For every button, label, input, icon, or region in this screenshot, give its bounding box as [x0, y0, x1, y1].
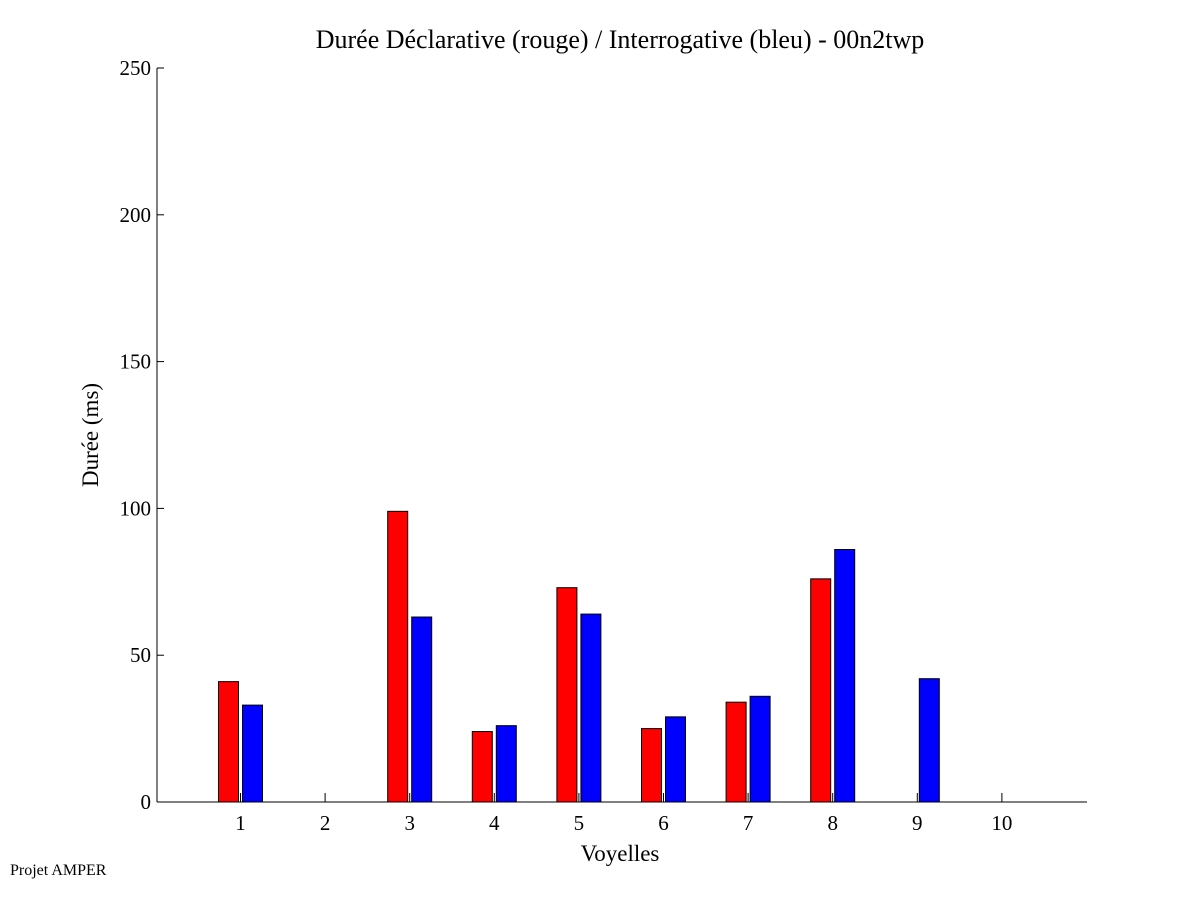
x-tick-label: 7 — [743, 811, 754, 835]
bar-declarative-7 — [725, 701, 747, 803]
bar-declarative-8 — [810, 578, 832, 803]
y-ticks: 0 50 100 150 200 250 — [120, 56, 164, 814]
bar-declarative-4 — [471, 731, 493, 803]
y-tick-label: 50 — [130, 643, 151, 667]
y-tick-label: 100 — [120, 496, 152, 520]
bar-interrogative-8 — [834, 549, 856, 803]
axes-layer — [156, 68, 1087, 803]
bar-declarative-1 — [218, 681, 239, 803]
x-tick-label: 9 — [912, 811, 923, 835]
bar-interrogative-7 — [749, 695, 771, 803]
bar-interrogative-9 — [918, 678, 940, 803]
bars-layer — [218, 510, 940, 803]
bar-declarative-3 — [387, 510, 409, 803]
bar-interrogative-1 — [242, 704, 263, 803]
y-tick-label: 150 — [120, 350, 152, 374]
x-tick-label: 8 — [827, 811, 838, 835]
x-tick-label: 10 — [991, 811, 1012, 835]
bar-interrogative-3 — [411, 616, 433, 803]
x-tick-label: 3 — [404, 811, 415, 835]
bar-interrogative-4 — [495, 725, 517, 803]
x-tick-label: 5 — [574, 811, 585, 835]
y-axis-label: Durée (ms) — [78, 383, 103, 487]
x-tick-label: 6 — [658, 811, 669, 835]
y-tick-label: 0 — [141, 790, 152, 814]
bar-declarative-6 — [641, 728, 662, 803]
y-tick-label: 250 — [120, 56, 152, 80]
y-tick-label: 200 — [120, 203, 152, 227]
x-tick-label: 4 — [489, 811, 500, 835]
x-tick-label: 1 — [235, 811, 246, 835]
bar-interrogative-6 — [665, 716, 686, 803]
footer-credit: Projet AMPER — [10, 862, 107, 879]
x-ticks: 1 2 3 4 5 6 7 8 9 10 — [235, 793, 1012, 835]
bar-interrogative-5 — [580, 613, 602, 803]
chart-title: Durée Déclarative (rouge) / Interrogativ… — [316, 25, 925, 54]
x-axis-label: Voyelles — [581, 841, 660, 866]
bar-declarative-5 — [556, 587, 578, 803]
x-tick-label: 2 — [320, 811, 331, 835]
